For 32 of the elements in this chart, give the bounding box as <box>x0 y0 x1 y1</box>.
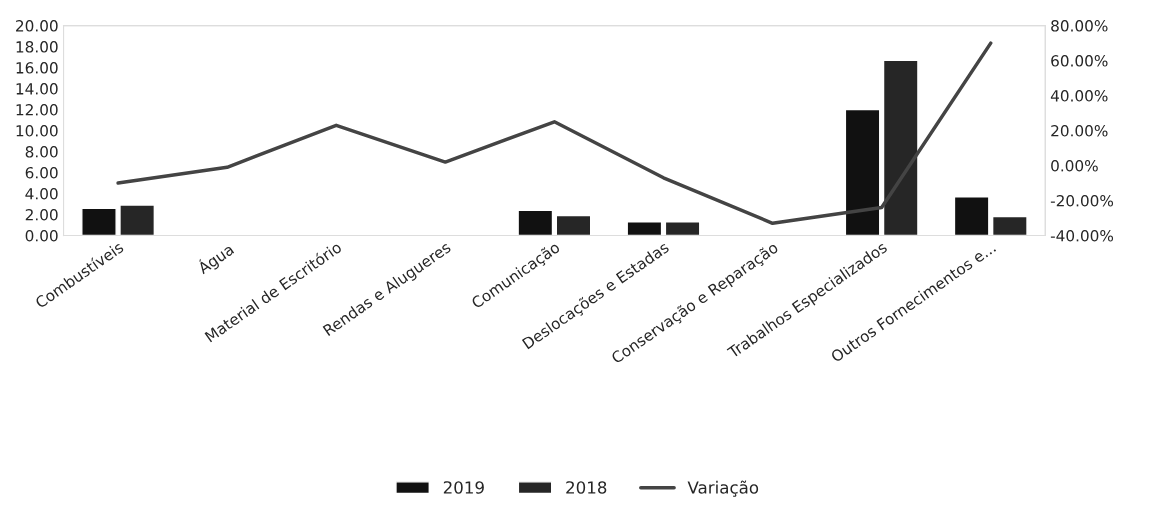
y-tick-label: 12.00 <box>16 104 58 116</box>
y-tick-label: 20.00 <box>16 20 58 32</box>
y2-tick-label: -40.00% <box>1050 229 1114 242</box>
y-tick-label: 16.00 <box>16 62 58 74</box>
y2-tick-label: 60.00% <box>1051 55 1108 67</box>
y-tick-label: 2.00 <box>25 208 58 221</box>
bar <box>517 209 554 236</box>
y-tick-label: 8.00 <box>25 146 58 158</box>
y2-tick-label: 40.00% <box>1050 90 1108 102</box>
y2-tick-label: 20.00% <box>1051 125 1108 137</box>
y2-tick-label: 80.00% <box>1051 20 1108 32</box>
y-tick-label: 6.00 <box>25 167 58 179</box>
y-tick-label: 10.00 <box>16 125 58 137</box>
legend-label: Variação <box>687 480 759 497</box>
bar <box>626 221 663 236</box>
bar <box>953 195 990 236</box>
bar <box>81 207 117 236</box>
y-tick-label: 14.00 <box>16 83 58 95</box>
y-tick-label: 4.00 <box>25 188 58 200</box>
bar <box>844 108 881 236</box>
bar <box>991 215 1028 236</box>
y2-tick-label: 0.00% <box>1051 160 1098 172</box>
bar <box>664 221 701 236</box>
bar <box>119 204 156 236</box>
bar <box>555 214 592 236</box>
legend-label: 2019 <box>443 481 484 494</box>
y2-tick-label: -20.00% <box>1050 195 1114 207</box>
y-tick-label: 18.00 <box>16 41 58 53</box>
bar <box>882 59 919 236</box>
legend-label: 2018 <box>566 481 607 494</box>
line-series <box>116 41 993 226</box>
y-tick-label: 0.00 <box>25 229 58 242</box>
